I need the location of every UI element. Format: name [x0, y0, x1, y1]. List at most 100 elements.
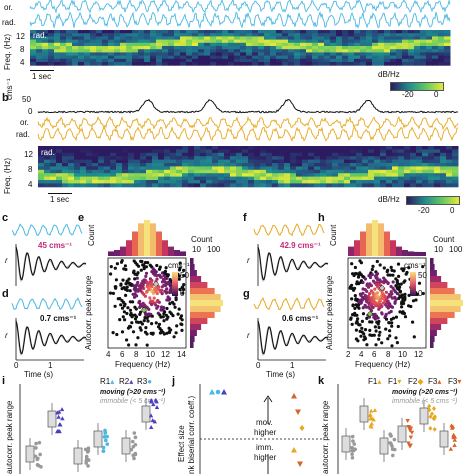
- spectrogram-cell: [254, 169, 261, 174]
- effect-point: [299, 425, 305, 431]
- spectrogram-cell: [284, 163, 291, 167]
- histogram-bar: [190, 258, 194, 264]
- spectrogram-cell: [144, 58, 151, 63]
- spectrogram-cell: [114, 46, 121, 50]
- scatter-point: [403, 279, 407, 283]
- spectrogram-cell: [168, 36, 175, 41]
- spectrogram-cell: [326, 163, 333, 167]
- spectrogram-cell: [198, 36, 205, 41]
- spectrogram-cell: [396, 33, 403, 37]
- spectrogram-cell: [92, 180, 99, 184]
- highlight-point: [379, 285, 385, 291]
- y-axis-label: Autocorr. peak range: [325, 275, 334, 350]
- spectrogram-cell: [116, 166, 123, 171]
- scatter-point: [365, 316, 369, 320]
- spectrogram-cell: [48, 58, 55, 63]
- spectrogram-cell: [330, 55, 337, 60]
- spectrogram-cell: [212, 180, 219, 184]
- spectrogram-cell: [350, 159, 357, 164]
- scatter-point: [400, 300, 404, 304]
- scatter-point: [164, 291, 168, 295]
- spectrogram-cell: [176, 146, 183, 150]
- spectrogram-cell: [50, 183, 57, 188]
- spectrogram-cell: [428, 163, 435, 167]
- scatter-point: [136, 289, 140, 293]
- spectrogram-cell: [320, 152, 327, 157]
- spectrogram-cell: [264, 39, 271, 44]
- spectrogram-cell: [38, 163, 45, 167]
- spectrogram-cell: [182, 149, 189, 154]
- x-tick: 8: [134, 350, 139, 359]
- spectrogram-cell: [308, 173, 315, 178]
- spectrogram-cell: [440, 169, 447, 174]
- spectrogram-cell: [204, 52, 211, 57]
- y-axis-label-2: nk biserial corr. coeff.): [187, 395, 196, 474]
- scatter-point: [373, 325, 377, 329]
- spectrogram-cell: [330, 30, 337, 34]
- spectrogram-cell: [432, 58, 439, 63]
- spectrogram-cell: [282, 46, 289, 50]
- scatter-point: [113, 266, 117, 270]
- spectrogram-cell: [210, 39, 217, 44]
- spectrogram-cell: [294, 46, 301, 50]
- spectrogram-cell: [282, 30, 289, 34]
- spectrogram-cell: [68, 159, 75, 164]
- spectrogram-cell: [230, 149, 237, 154]
- histogram-bar: [190, 318, 208, 324]
- spectrogram-cell: [212, 169, 219, 174]
- spectrogram-cell: [368, 169, 375, 174]
- scatter-point: [394, 290, 398, 294]
- data-point: [101, 449, 106, 453]
- data-point: [392, 437, 397, 442]
- spectrogram-cell: [96, 58, 103, 63]
- scatter-point: [383, 294, 387, 299]
- spectrogram-cell: [348, 33, 355, 37]
- spectrogram-cell: [374, 173, 381, 178]
- histogram-bar: [430, 342, 434, 348]
- spectrogram-cell: [350, 163, 357, 167]
- scatter-point: [356, 317, 360, 321]
- spectrogram-cell: [290, 180, 297, 184]
- spectrogram-cell: [164, 176, 171, 181]
- spectrogram-cell: [194, 173, 201, 178]
- spectrogram-cell: [168, 58, 175, 63]
- spectrogram-cell: [60, 52, 67, 57]
- scatter-point: [135, 276, 139, 280]
- scatter-point: [421, 291, 425, 296]
- spectrogram-cell: [452, 183, 459, 188]
- spectrogram-cell: [368, 156, 375, 161]
- scatter-point: [121, 278, 125, 282]
- spectrogram-cell: [30, 58, 37, 63]
- spectrogram-cell: [42, 36, 49, 41]
- spectrogram-cell: [90, 42, 97, 47]
- spectrogram-cell: [170, 169, 177, 174]
- spectrogram-cell: [446, 146, 453, 150]
- spectrogram-cell: [78, 42, 85, 47]
- spectrogram-cell: [390, 55, 397, 60]
- scatter-point: [402, 311, 406, 316]
- spectrogram-cell: [240, 39, 247, 44]
- spectrogram-cell: [218, 166, 225, 171]
- spectrogram-cell: [422, 152, 429, 157]
- spectrogram-cell: [306, 46, 313, 50]
- data-point: [351, 439, 355, 443]
- spectrogram-cell: [60, 36, 67, 41]
- spectrogram-cell: [420, 55, 427, 60]
- spectrogram-cell: [318, 58, 325, 63]
- r-label: r: [5, 256, 8, 265]
- spectrogram-cell: [188, 149, 195, 154]
- spectrogram-cell: [392, 169, 399, 174]
- scatter-point: [142, 319, 146, 323]
- legend-f2: F2◆: [408, 377, 424, 386]
- spectrogram-cell: [398, 152, 405, 157]
- scatter-point: [120, 306, 125, 310]
- spectrogram-cell: [120, 42, 127, 47]
- spectrogram-cell: [134, 159, 141, 164]
- spectrogram-cell: [114, 49, 121, 53]
- scatter-point: [391, 280, 395, 284]
- spectrogram-cell: [96, 46, 103, 50]
- spectrogram-cell: [246, 55, 253, 60]
- spectrogram-cell: [164, 156, 171, 161]
- spectrogram-cell: [68, 146, 75, 150]
- spectrogram-cell: [446, 149, 453, 154]
